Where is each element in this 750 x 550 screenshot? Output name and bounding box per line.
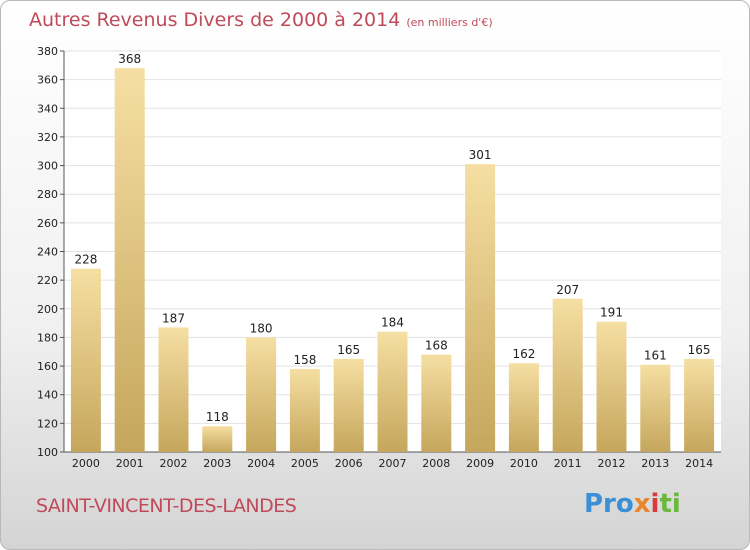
y-tick-label: 260 <box>37 217 58 230</box>
data-label: 207 <box>556 283 579 297</box>
data-label: 191 <box>600 306 623 320</box>
data-label: 184 <box>381 316 404 330</box>
data-label: 165 <box>688 343 711 357</box>
bar <box>684 358 715 452</box>
chart-title-text: Autres Revenus Divers de 2000 à 2014 <box>29 9 401 31</box>
axis-layer: 100 120 140 160 180 200 220 240 260 280 300 320 340 3… <box>37 45 721 470</box>
x-tick-label: 2002 <box>160 457 188 470</box>
x-tick-label: 2000 <box>72 457 100 470</box>
data-label: 180 <box>250 321 273 335</box>
bar <box>333 358 364 452</box>
proxiti-logo: Proxiti <box>584 489 681 519</box>
logo-part: ti <box>659 489 681 519</box>
y-tick-label: 120 <box>37 417 58 430</box>
y-tick-label: 240 <box>37 246 58 259</box>
y-tick-label: 100 <box>37 446 58 459</box>
bar <box>508 363 539 452</box>
bar-layer <box>70 68 715 452</box>
y-tick-label: 360 <box>37 74 58 87</box>
data-label: 187 <box>162 311 185 325</box>
city-name: SAINT-VINCENT-DES-LANDES <box>36 495 297 517</box>
x-tick-label: 2007 <box>379 457 407 470</box>
bar <box>158 327 189 452</box>
x-tick-label: 2014 <box>685 457 713 470</box>
data-label: 158 <box>293 353 316 367</box>
x-tick-label: 2006 <box>335 457 363 470</box>
bar <box>289 368 320 452</box>
bar <box>114 68 145 452</box>
y-tick-label: 340 <box>37 102 58 115</box>
y-tick-label: 160 <box>37 360 58 373</box>
data-label: 118 <box>206 410 229 424</box>
bar <box>552 298 583 452</box>
x-tick-label: 2001 <box>116 457 144 470</box>
x-tick-label: 2011 <box>554 457 582 470</box>
bar <box>640 364 671 452</box>
bar <box>421 354 452 452</box>
data-label: 162 <box>512 347 535 361</box>
data-label: 161 <box>644 349 667 363</box>
y-tick-label: 180 <box>37 331 58 344</box>
bar <box>596 321 627 452</box>
y-tick-label: 200 <box>37 303 58 316</box>
x-tick-label: 2004 <box>247 457 275 470</box>
chart-title: Autres Revenus Divers de 2000 à 2014 (en … <box>29 9 493 31</box>
x-tick-label: 2013 <box>641 457 669 470</box>
bar <box>465 164 496 452</box>
logo-part: Pro <box>584 489 634 519</box>
y-tick-label: 380 <box>37 45 58 58</box>
x-tick-label: 2008 <box>422 457 450 470</box>
data-label: 301 <box>469 148 492 162</box>
label-layer: 228 368 187 118 180 158 165 184 168 301 162 207 191 1… <box>74 52 710 424</box>
logo-part: i <box>650 489 660 519</box>
y-tick-label: 300 <box>37 160 58 173</box>
y-tick-label: 320 <box>37 131 58 144</box>
bar <box>70 268 101 452</box>
bar <box>377 331 408 452</box>
y-tick-label: 140 <box>37 389 58 402</box>
bar <box>246 337 277 452</box>
data-label: 228 <box>74 253 97 267</box>
x-tick-label: 2012 <box>598 457 626 470</box>
bar <box>202 426 233 452</box>
data-label: 368 <box>118 52 141 66</box>
y-tick-label: 220 <box>37 274 58 287</box>
data-label: 168 <box>425 339 448 353</box>
y-tick-label: 280 <box>37 188 58 201</box>
data-label: 165 <box>337 343 360 357</box>
x-tick-label: 2005 <box>291 457 319 470</box>
x-tick-label: 2009 <box>466 457 494 470</box>
chart-unit: (en milliers d'€) <box>406 16 493 29</box>
x-tick-label: 2010 <box>510 457 538 470</box>
x-tick-label: 2003 <box>203 457 231 470</box>
logo-part: x <box>633 489 651 519</box>
